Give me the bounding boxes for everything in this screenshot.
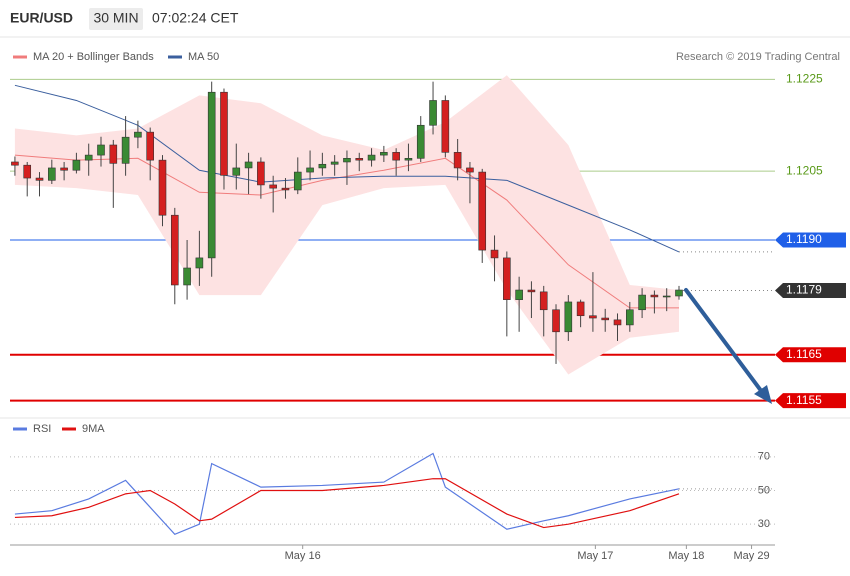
candle-body [35, 177, 44, 181]
candle-body [306, 167, 314, 173]
rsi-line [14, 478, 680, 529]
candle-body [490, 249, 499, 259]
candle-body [355, 158, 364, 161]
x-tick-label: May 18 [668, 550, 704, 562]
symbol: EUR/USD [10, 10, 73, 26]
candle-body [318, 163, 327, 169]
level-tag [775, 393, 846, 409]
candle-body [601, 317, 610, 321]
candle-body [158, 159, 167, 216]
candle-body [97, 144, 105, 156]
candle-body [429, 100, 437, 126]
candle-body [380, 152, 388, 156]
bollinger-band [14, 75, 679, 375]
candle-body [650, 294, 659, 298]
candle-body [60, 167, 68, 171]
candle-body [330, 161, 339, 165]
credit: Research © 2019 Trading Central [676, 51, 840, 63]
candle-body [257, 161, 265, 186]
candle-body [207, 91, 216, 259]
candle-body [343, 158, 351, 163]
candle-body [281, 187, 290, 191]
candle-body [134, 131, 142, 138]
candle-body [293, 171, 302, 191]
candle-body [552, 309, 560, 333]
candle-body [220, 91, 228, 176]
candle-body [441, 100, 450, 153]
candle-body [589, 315, 597, 319]
level-tag [775, 232, 846, 248]
x-tick-label: May 16 [285, 550, 321, 562]
legend-label: MA 20 + Bollinger Bands [33, 51, 154, 63]
forecast-arrow [684, 288, 772, 404]
candle-body [183, 267, 191, 286]
level-label: 1.1165 [786, 347, 822, 361]
indicator-line [14, 84, 680, 253]
interval: 30 MIN [93, 10, 138, 26]
y-tick-label: 70 [758, 451, 770, 463]
candle-body [416, 124, 425, 159]
candle-body [453, 152, 462, 169]
candle-body [195, 257, 204, 269]
candle-body [515, 289, 523, 300]
candle-body [23, 164, 32, 179]
level-tag [775, 347, 846, 363]
time: 07:02:24 CET [152, 10, 239, 26]
candle-body [466, 167, 474, 173]
legend-label: 9MA [82, 423, 105, 435]
candle-body [367, 154, 376, 161]
candle-body [503, 257, 511, 300]
candle-body [11, 161, 19, 166]
level-label: 1.1205 [786, 163, 823, 177]
level-label: 1.1225 [786, 72, 823, 86]
candle-body [146, 131, 154, 161]
y-tick-label: 50 [758, 484, 770, 496]
rsi-line [14, 452, 680, 535]
candle-body [244, 161, 253, 169]
candle-body [478, 171, 487, 251]
candle-body [564, 301, 573, 333]
level-tag [775, 282, 846, 298]
candle-body [662, 295, 671, 298]
candle-body [84, 154, 93, 161]
candle-body [232, 167, 241, 176]
candle-body [539, 291, 548, 311]
level-label: 1.1179 [786, 283, 822, 297]
candle-body [48, 167, 56, 181]
candle-body [613, 319, 622, 326]
candle-body [404, 158, 413, 161]
candle-body [269, 184, 277, 189]
legend-label: RSI [33, 423, 51, 435]
legend-label: MA 50 [188, 51, 219, 63]
candle-body [527, 289, 536, 293]
candle-body [72, 159, 81, 171]
level-label: 1.1155 [786, 393, 822, 407]
candle-body [626, 309, 634, 326]
candle-body [576, 301, 585, 317]
candle-body [392, 152, 400, 161]
y-tick-label: 30 [758, 518, 770, 530]
x-tick-label: May 17 [577, 550, 613, 562]
interval-box [89, 8, 143, 30]
candle-body [170, 214, 179, 286]
x-tick-label: May 29 [734, 550, 770, 562]
candle-body [638, 294, 646, 311]
candle-body [109, 144, 118, 164]
level-label: 1.1190 [786, 232, 822, 246]
candle-body [675, 289, 683, 297]
candle-body [121, 136, 130, 164]
